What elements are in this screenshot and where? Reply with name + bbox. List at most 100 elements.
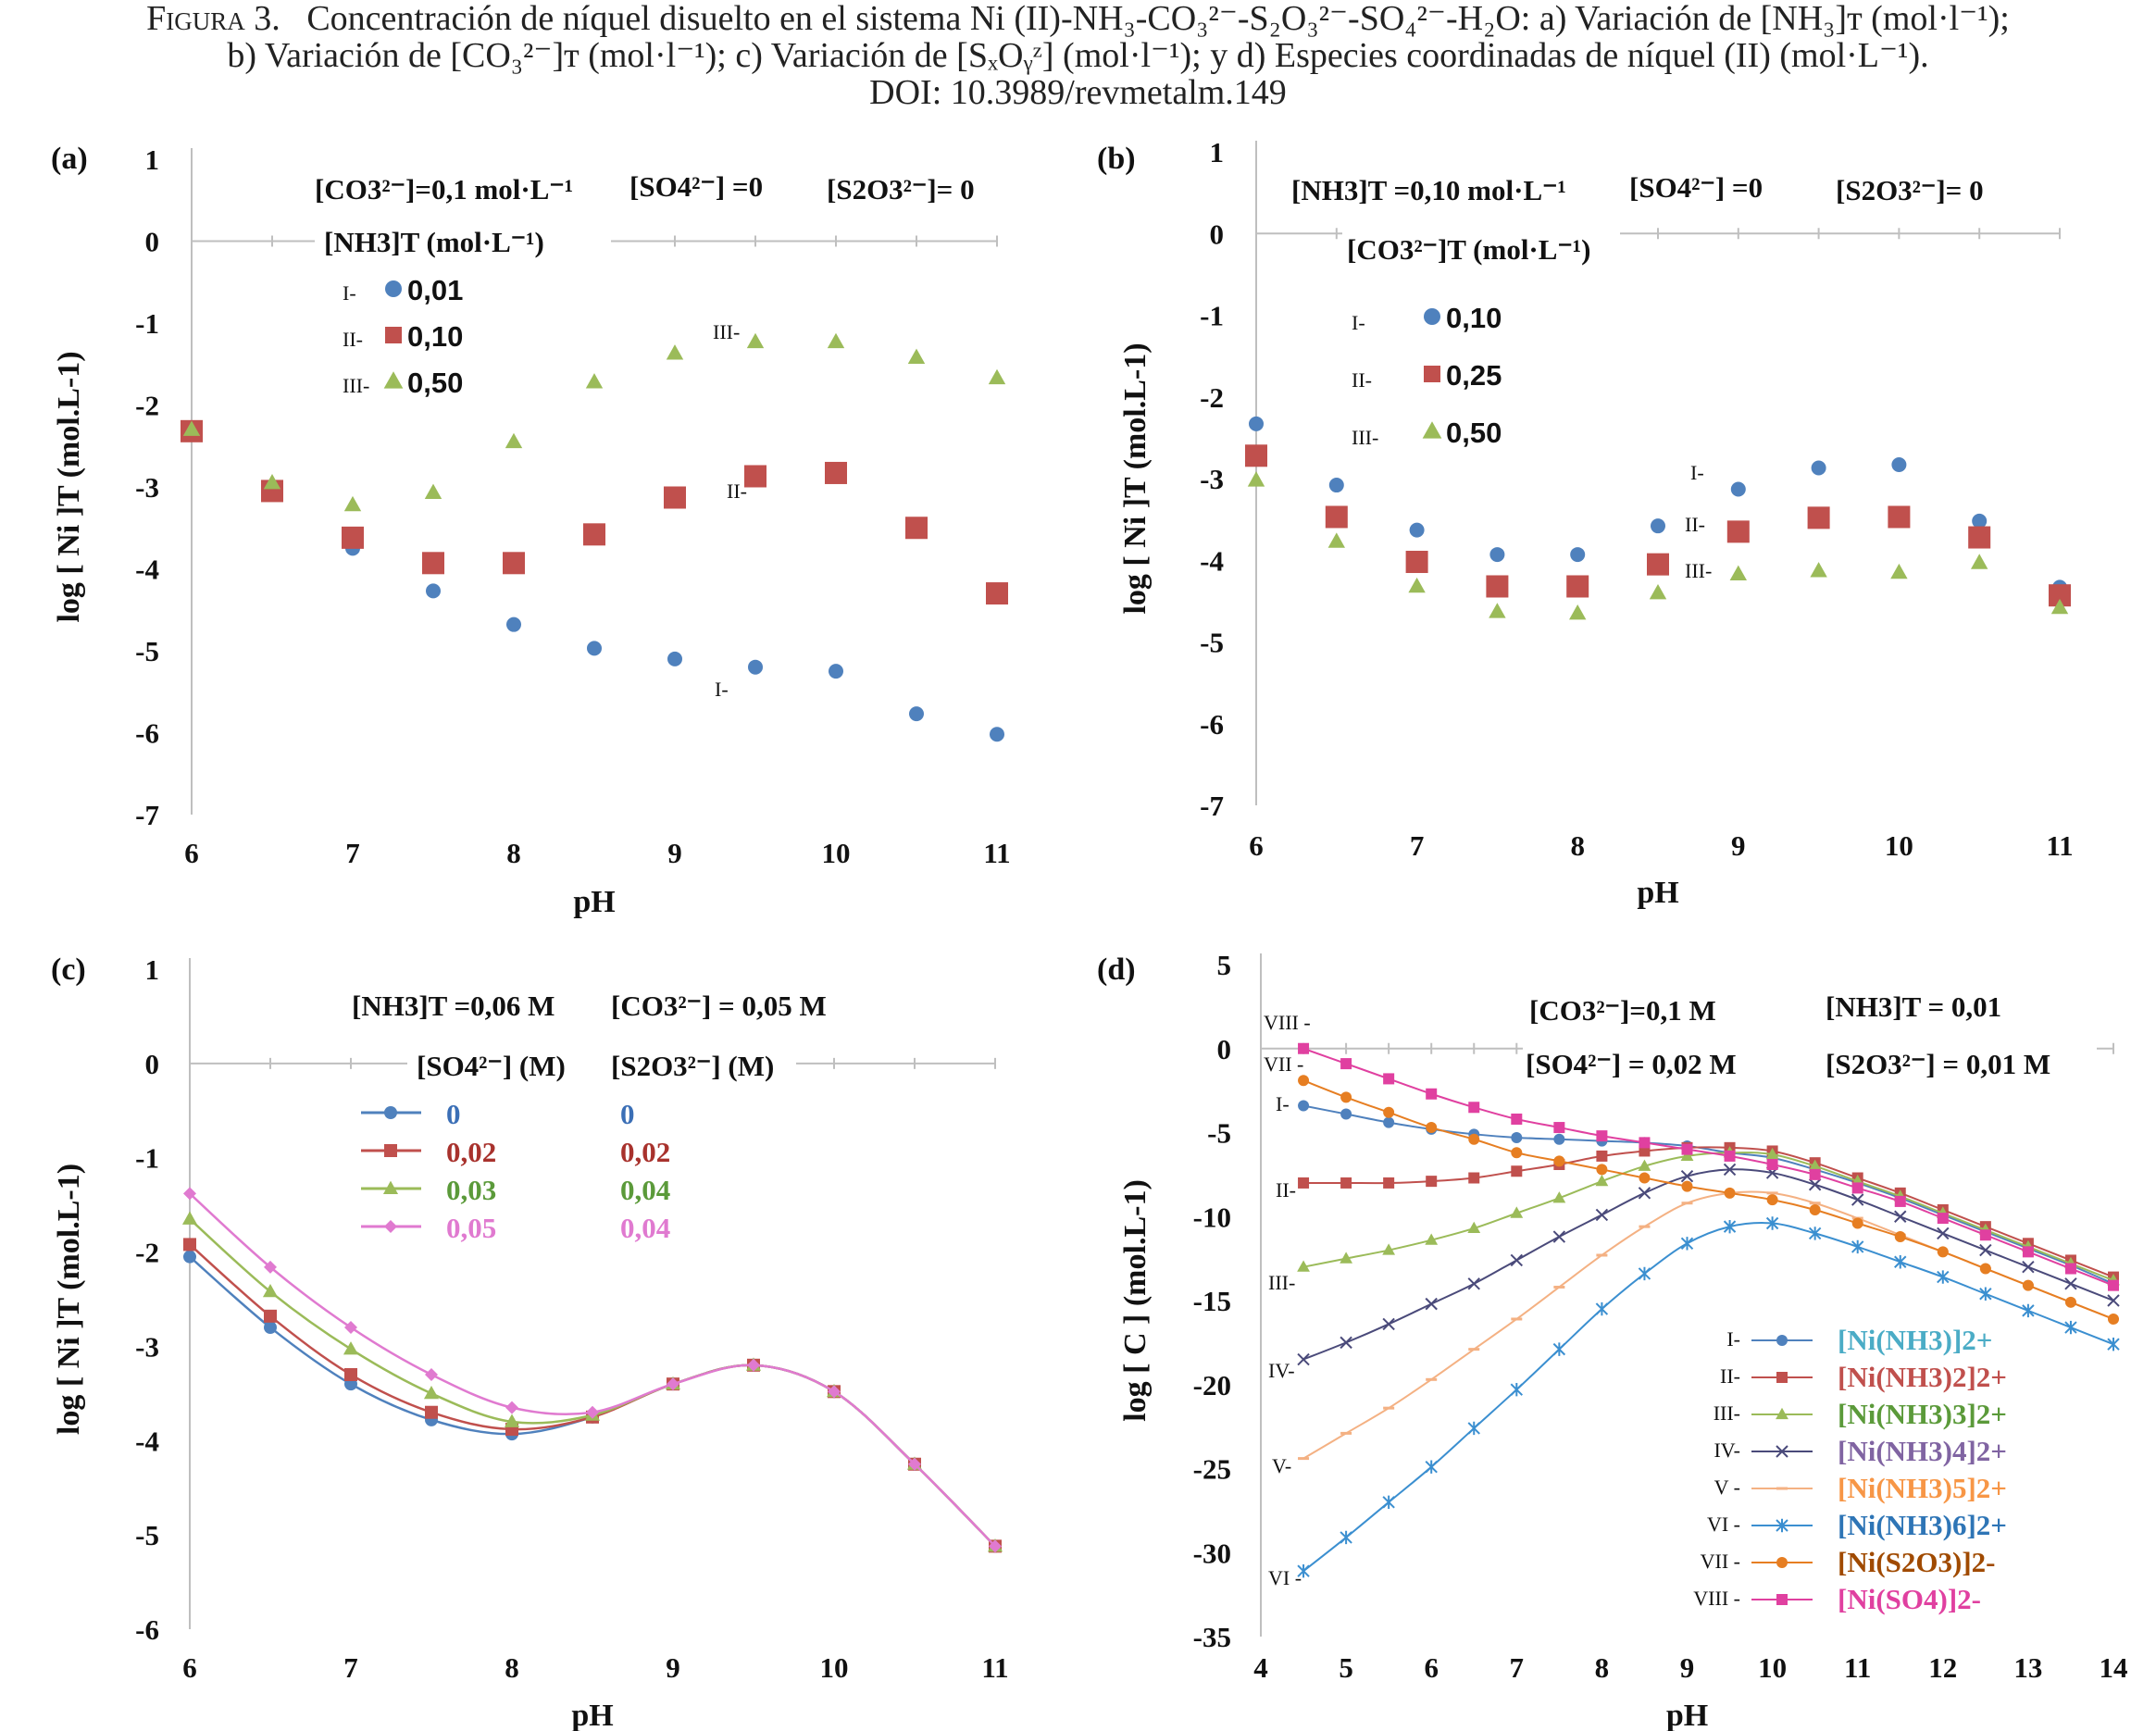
data-point-c-1 <box>264 1309 277 1323</box>
data-point-d-2 <box>1467 1221 1481 1234</box>
data-point-d-4 <box>1340 1431 1352 1435</box>
y-tick-label-c: 1 <box>145 953 160 986</box>
panel-label-c: (c) <box>51 953 86 987</box>
series-line-d-3 <box>1302 1168 2114 1361</box>
data-point-a-0 <box>748 659 763 675</box>
data-point-d-3 <box>1638 1187 1651 1200</box>
legend-column-c: [SO4²⁻] (M) <box>417 1050 566 1082</box>
y-tick-label-a: 0 <box>145 226 160 258</box>
legend-roman-b: III- <box>1352 426 1378 449</box>
data-point-d-7 <box>1340 1058 1352 1070</box>
data-point-d-1 <box>1511 1165 1523 1177</box>
data-point-b-2 <box>1327 532 1345 548</box>
legend-marker-d <box>1776 1518 1788 1533</box>
data-point-d-7 <box>2108 1279 2119 1291</box>
data-point-c-3 <box>908 1457 921 1471</box>
legend-entry-a: 0,50 <box>407 367 463 399</box>
data-point-d-3 <box>1851 1193 1864 1206</box>
x-tick-label-a: 8 <box>506 837 521 869</box>
data-point-d-6 <box>1894 1231 1906 1243</box>
data-point-d-3 <box>1297 1352 1310 1366</box>
data-point-b-0 <box>1489 547 1505 563</box>
x-tick-label-c: 11 <box>981 1651 1008 1684</box>
data-point-d-5 <box>1723 1219 1737 1234</box>
panel-label-a: (a) <box>51 142 88 176</box>
x-axis-label-d: pH <box>1666 1699 1708 1731</box>
legend-roman-d: VIII - <box>1693 1587 1740 1610</box>
data-point-b-2 <box>1810 562 1827 578</box>
data-point-d-5 <box>1467 1421 1480 1436</box>
y-tick-label-d: -15 <box>1193 1285 1231 1317</box>
data-point-d-6 <box>1553 1155 1565 1167</box>
legend-entry-c: 0,02 <box>446 1136 496 1168</box>
legend-title-b: [CO3²⁻]T (mol·L⁻¹) <box>1347 233 1590 266</box>
data-point-d-4 <box>1426 1377 1438 1381</box>
data-point-d-7 <box>1809 1168 1821 1180</box>
legend-entry-c: 0,05 <box>446 1212 496 1244</box>
data-point-b-2 <box>2050 598 2069 615</box>
data-point-d-3 <box>2064 1277 2077 1290</box>
data-point-d-1 <box>1426 1176 1438 1188</box>
legend-roman-b: I- <box>1352 311 1365 334</box>
data-point-d-3 <box>1425 1297 1438 1311</box>
data-point-d-7 <box>1383 1073 1395 1085</box>
y-tick-label-d: -35 <box>1193 1621 1231 1653</box>
data-point-a-1 <box>503 552 525 575</box>
legend-entry2-c: 0,02 <box>620 1136 670 1168</box>
legend-entry-d: [Ni(NH3)4]2+ <box>1838 1435 2007 1467</box>
header-text-b: [S2O3²⁻]= 0 <box>1836 174 1984 206</box>
data-point-d-2 <box>1297 1260 1310 1272</box>
data-point-d-4 <box>1468 1348 1480 1351</box>
data-point-b-1 <box>1566 575 1589 598</box>
series-line-c-2 <box>189 1217 996 1548</box>
data-point-b-1 <box>1726 520 1750 543</box>
y-axis-label-c: log [ Ni ]T (mol.L-1) <box>52 1164 86 1435</box>
y-tick-label-a: -3 <box>135 471 159 504</box>
x-tick-label-d: 7 <box>1510 1651 1525 1684</box>
y-tick-label-b: -1 <box>1200 300 1224 332</box>
data-point-d-6 <box>1681 1180 1693 1192</box>
annotation-d: III- <box>1268 1271 1295 1294</box>
series-line-c-3 <box>189 1192 996 1548</box>
data-point-d-6 <box>1766 1194 1778 1206</box>
data-point-d-2 <box>1638 1159 1651 1171</box>
data-point-d-6 <box>1979 1263 1991 1275</box>
legend-entry-d: [Ni(NH3)6]2+ <box>1838 1509 2007 1541</box>
data-point-b-1 <box>1486 575 1509 598</box>
legend-entry-d: [Ni(S2O3)]2- <box>1838 1546 1995 1578</box>
header-text-d: [CO3²⁻]=0,1 M <box>1529 994 1716 1027</box>
legend-roman-d: VII - <box>1701 1550 1740 1573</box>
y-tick-label-b: 0 <box>1210 218 1225 250</box>
data-point-b-2 <box>1729 565 1747 581</box>
data-point-d-2 <box>1680 1149 1694 1162</box>
x-tick-label-d: 12 <box>1928 1651 1957 1684</box>
y-tick-label-c: -5 <box>135 1519 159 1551</box>
data-point-c-1 <box>183 1238 196 1252</box>
legend-marker-a <box>385 327 402 343</box>
legend-marker-b <box>1422 421 1442 439</box>
legend-entry-d: [Ni(NH3)3]2+ <box>1838 1398 2007 1430</box>
data-point-a-0 <box>829 664 843 679</box>
y-tick-label-b: -3 <box>1200 463 1224 495</box>
data-point-d-5 <box>1638 1266 1651 1281</box>
data-point-c-1 <box>425 1405 438 1419</box>
legend-marker-b <box>1424 366 1440 382</box>
data-point-d-1 <box>1340 1177 1352 1189</box>
data-point-b-1 <box>1807 506 1830 529</box>
data-point-b-0 <box>1891 456 1907 472</box>
legend-marker-d <box>1776 1487 1788 1490</box>
data-point-d-2 <box>1425 1233 1439 1245</box>
panel-label-b: (b) <box>1097 142 1136 176</box>
data-point-d-5 <box>1937 1270 1950 1284</box>
y-tick-label-c: -3 <box>135 1330 159 1363</box>
data-point-c-3 <box>747 1358 760 1372</box>
data-point-d-6 <box>2108 1313 2119 1325</box>
legend-marker-a <box>385 280 402 297</box>
data-point-d-3 <box>1510 1253 1524 1267</box>
data-point-d-6 <box>1426 1122 1438 1134</box>
data-point-b-1 <box>1968 526 1991 549</box>
x-tick-label-b: 6 <box>1249 829 1264 862</box>
x-tick-label-d: 14 <box>2100 1651 2128 1684</box>
header-text-b: [SO4²⁻] =0 <box>1629 171 1763 204</box>
data-point-d-3 <box>1808 1178 1822 1191</box>
